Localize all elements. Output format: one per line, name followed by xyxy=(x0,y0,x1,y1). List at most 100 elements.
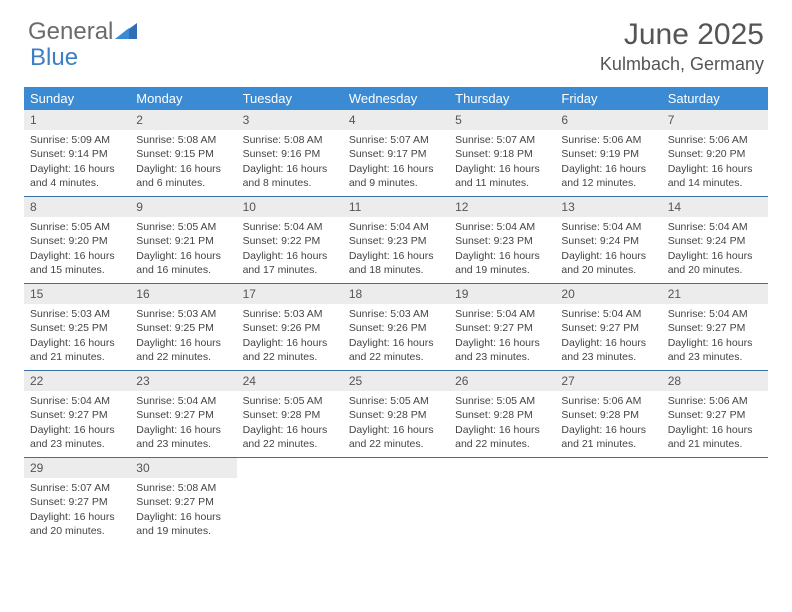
sunset-line: Sunset: 9:15 PM xyxy=(136,147,230,161)
daylight-line: Daylight: 16 hours and 23 minutes. xyxy=(30,423,124,451)
day-body: Sunrise: 5:07 AMSunset: 9:18 PMDaylight:… xyxy=(449,130,555,196)
sunset-line: Sunset: 9:16 PM xyxy=(243,147,337,161)
sunset-line: Sunset: 9:27 PM xyxy=(30,495,124,509)
day-number: 8 xyxy=(24,197,130,217)
sunrise-line: Sunrise: 5:05 AM xyxy=(30,220,124,234)
day-number: 16 xyxy=(130,284,236,304)
sunset-line: Sunset: 9:24 PM xyxy=(561,234,655,248)
sunrise-line: Sunrise: 5:04 AM xyxy=(243,220,337,234)
calendar-day: 11Sunrise: 5:04 AMSunset: 9:23 PMDayligh… xyxy=(343,197,449,283)
sunset-line: Sunset: 9:28 PM xyxy=(561,408,655,422)
sunset-line: Sunset: 9:24 PM xyxy=(668,234,762,248)
sunset-line: Sunset: 9:22 PM xyxy=(243,234,337,248)
sunrise-line: Sunrise: 5:04 AM xyxy=(561,220,655,234)
sunset-line: Sunset: 9:28 PM xyxy=(455,408,549,422)
sunset-line: Sunset: 9:21 PM xyxy=(136,234,230,248)
daylight-line: Daylight: 16 hours and 21 minutes. xyxy=(30,336,124,364)
sunrise-line: Sunrise: 5:04 AM xyxy=(30,394,124,408)
calendar-day-empty xyxy=(237,458,343,544)
day-number: 7 xyxy=(662,110,768,130)
calendar-day: 2Sunrise: 5:08 AMSunset: 9:15 PMDaylight… xyxy=(130,110,236,196)
calendar-day: 7Sunrise: 5:06 AMSunset: 9:20 PMDaylight… xyxy=(662,110,768,196)
sunrise-line: Sunrise: 5:04 AM xyxy=(349,220,443,234)
logo: General xyxy=(28,18,137,46)
sunset-line: Sunset: 9:14 PM xyxy=(30,147,124,161)
calendar-day-empty xyxy=(343,458,449,544)
sunset-line: Sunset: 9:28 PM xyxy=(243,408,337,422)
sunrise-line: Sunrise: 5:04 AM xyxy=(136,394,230,408)
daylight-line: Daylight: 16 hours and 17 minutes. xyxy=(243,249,337,277)
calendar-day: 30Sunrise: 5:08 AMSunset: 9:27 PMDayligh… xyxy=(130,458,236,544)
daylight-line: Daylight: 16 hours and 23 minutes. xyxy=(136,423,230,451)
day-number: 10 xyxy=(237,197,343,217)
logo-text-blue: Blue xyxy=(30,44,78,72)
calendar-day: 28Sunrise: 5:06 AMSunset: 9:27 PMDayligh… xyxy=(662,371,768,457)
day-number: 9 xyxy=(130,197,236,217)
daylight-line: Daylight: 16 hours and 14 minutes. xyxy=(668,162,762,190)
sunset-line: Sunset: 9:27 PM xyxy=(455,321,549,335)
day-number: 14 xyxy=(662,197,768,217)
sunrise-line: Sunrise: 5:04 AM xyxy=(455,220,549,234)
sunrise-line: Sunrise: 5:09 AM xyxy=(30,133,124,147)
daylight-line: Daylight: 16 hours and 6 minutes. xyxy=(136,162,230,190)
calendar-week-row: 22Sunrise: 5:04 AMSunset: 9:27 PMDayligh… xyxy=(24,371,768,458)
day-number: 1 xyxy=(24,110,130,130)
calendar-day: 22 Sunrise: 5:04 AMSunset: 9:27 PMDayligh… xyxy=(24,371,130,457)
sunrise-line: Sunrise: 5:03 AM xyxy=(243,307,337,321)
calendar-week-row: 29Sunrise: 5:07 AMSunset: 9:27 PMDayligh… xyxy=(24,458,768,544)
daylight-line: Daylight: 16 hours and 11 minutes. xyxy=(455,162,549,190)
sunrise-line: Sunrise: 5:06 AM xyxy=(561,133,655,147)
day-number: 2 xyxy=(130,110,236,130)
day-body: Sunrise: 5:06 AMSunset: 9:28 PMDaylight:… xyxy=(555,391,661,457)
calendar-day: 16Sunrise: 5:03 AMSunset: 9:25 PMDayligh… xyxy=(130,284,236,370)
sunset-line: Sunset: 9:23 PM xyxy=(455,234,549,248)
day-body: Sunrise: 5:03 AMSunset: 9:25 PMDaylight:… xyxy=(130,304,236,370)
day-body: Sunrise: 5:03 AMSunset: 9:26 PMDaylight:… xyxy=(343,304,449,370)
sunrise-line: Sunrise: 5:03 AM xyxy=(349,307,443,321)
day-body: Sunrise: 5:04 AMSunset: 9:23 PMDaylight:… xyxy=(449,217,555,283)
sunset-line: Sunset: 9:23 PM xyxy=(349,234,443,248)
day-body: Sunrise: 5:05 AMSunset: 9:28 PMDaylight:… xyxy=(449,391,555,457)
day-body: Sunrise: 5:08 AMSunset: 9:16 PMDaylight:… xyxy=(237,130,343,196)
sunset-line: Sunset: 9:19 PM xyxy=(561,147,655,161)
sunset-line: Sunset: 9:20 PM xyxy=(30,234,124,248)
day-number: 5 xyxy=(449,110,555,130)
day-number: 23 xyxy=(130,371,236,391)
day-number: 29 xyxy=(24,458,130,478)
day-body: Sunrise: 5:03 AMSunset: 9:25 PMDaylight:… xyxy=(24,304,130,370)
sunset-line: Sunset: 9:27 PM xyxy=(30,408,124,422)
day-body: Sunrise: 5:03 AMSunset: 9:26 PMDaylight:… xyxy=(237,304,343,370)
calendar-day-empty xyxy=(449,458,555,544)
daylight-line: Daylight: 16 hours and 9 minutes. xyxy=(349,162,443,190)
calendar-week-row: 8 Sunrise: 5:05 AMSunset: 9:20 PM Daylight… xyxy=(24,197,768,284)
sunset-line: Sunset: 9:27 PM xyxy=(668,408,762,422)
calendar-day: 8Sunrise: 5:05 AMSunset: 9:20 PMDaylight… xyxy=(24,197,130,283)
daylight-line: Daylight: 16 hours and 20 minutes. xyxy=(668,249,762,277)
weeks-container: 1Sunrise: 5:09 AMSunset: 9:14 PMDaylight… xyxy=(24,110,768,544)
sunrise-line: Sunrise: 5:03 AM xyxy=(30,307,124,321)
sunset-line: Sunset: 9:26 PM xyxy=(349,321,443,335)
day-body: Sunrise: 5:09 AMSunset: 9:14 PMDaylight:… xyxy=(24,130,130,196)
calendar-day: 23Sunrise: 5:04 AMSunset: 9:27 PMDayligh… xyxy=(130,371,236,457)
logo-text-general: General xyxy=(28,18,113,46)
sunrise-line: Sunrise: 5:06 AM xyxy=(668,394,762,408)
sunrise-line: Sunrise: 5:07 AM xyxy=(455,133,549,147)
daylight-line: Daylight: 16 hours and 20 minutes. xyxy=(30,510,124,538)
day-number: 22 xyxy=(24,371,130,391)
day-number: 25 xyxy=(343,371,449,391)
calendar-day: 26Sunrise: 5:05 AMSunset: 9:28 PMDayligh… xyxy=(449,371,555,457)
sunrise-line: Sunrise: 5:07 AM xyxy=(349,133,443,147)
calendar: Sunday Monday Tuesday Wednesday Thursday… xyxy=(24,87,768,544)
day-body: Sunrise: 5:04 AMSunset: 9:23 PMDaylight:… xyxy=(343,217,449,283)
daylight-line: Daylight: 16 hours and 23 minutes. xyxy=(668,336,762,364)
sunset-line: Sunset: 9:25 PM xyxy=(30,321,124,335)
daylight-line: Daylight: 16 hours and 21 minutes. xyxy=(668,423,762,451)
day-number: 11 xyxy=(343,197,449,217)
title-block: June 2025 Kulmbach, Germany xyxy=(600,18,764,75)
weekday-header: Saturday xyxy=(662,87,768,110)
calendar-day: 10 Sunrise: 5:04 AMSunset: 9:22 PMDayligh… xyxy=(237,197,343,283)
sunrise-line: Sunrise: 5:04 AM xyxy=(455,307,549,321)
calendar-week-row: 1Sunrise: 5:09 AMSunset: 9:14 PMDaylight… xyxy=(24,110,768,197)
calendar-day: 12Sunrise: 5:04 AMSunset: 9:23 PMDayligh… xyxy=(449,197,555,283)
sunrise-line: Sunrise: 5:05 AM xyxy=(243,394,337,408)
